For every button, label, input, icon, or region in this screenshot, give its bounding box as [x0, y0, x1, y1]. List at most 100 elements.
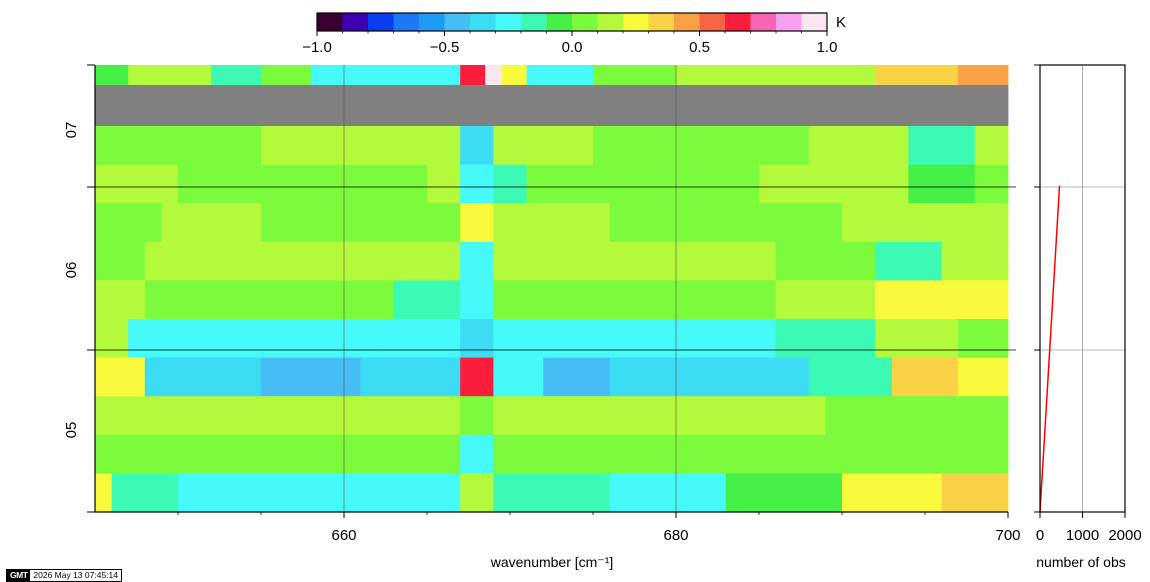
timestamp-text: 2026 May 13 07:45:14 — [30, 570, 121, 581]
heatmap-cell — [875, 280, 1009, 320]
obs-count-plot: 0 1000 2000 — [1034, 64, 1142, 544]
heatmap-cell — [609, 203, 776, 243]
heatmap-cell — [393, 280, 461, 320]
heatmap-cell — [460, 357, 494, 397]
colorbar-tick-label: 0.5 — [689, 39, 710, 56]
colorbar-swatch — [368, 13, 394, 31]
heatmap-cell — [593, 126, 810, 165]
heatmap-cell — [460, 434, 494, 474]
heatmap-cell — [310, 65, 395, 86]
heatmap-cell — [908, 164, 976, 204]
heatmap-cell — [493, 164, 527, 204]
colorbar-swatch — [342, 13, 369, 31]
colorbar-swatch — [521, 13, 547, 31]
heatmap-cell — [974, 164, 1009, 204]
heatmap-cell — [775, 280, 876, 320]
heatmap-cell — [493, 126, 594, 165]
heatmap-cell — [808, 126, 909, 165]
heatmap-cell — [161, 203, 262, 243]
heatmap-cell — [493, 280, 594, 320]
heatmap-cell — [377, 319, 461, 358]
heatmap-cell — [875, 241, 942, 281]
heatmap-cell — [875, 65, 959, 86]
heatmap-cell — [775, 319, 876, 358]
heatmap-cell — [593, 65, 677, 86]
heatmap-cell — [526, 65, 594, 86]
heatmap-cell — [593, 319, 776, 358]
heatmap-cell — [526, 164, 760, 204]
heatmap-cell — [95, 396, 278, 436]
heatmap-cell — [427, 164, 461, 204]
heatmap-cell — [460, 280, 494, 320]
colorbar-swatch — [393, 13, 420, 31]
colorbar-swatch — [444, 13, 471, 31]
heatmap-cell — [493, 203, 610, 243]
heatmap-plot — [95, 65, 1009, 513]
heatmap-cell — [261, 357, 361, 397]
heatmap-cell — [460, 164, 494, 204]
heatmap-cell — [825, 396, 909, 436]
colorbar-tick-label: −0.5 — [430, 39, 460, 56]
heatmap-cell — [941, 473, 1009, 513]
colorbar-swatch — [597, 13, 624, 31]
colorbar-swatch — [623, 13, 649, 31]
x-tick-label: 700 — [995, 527, 1020, 544]
gmt-timestamp-stamp: GMT 2026 May 13 07:45:14 — [6, 569, 122, 582]
heatmap-cell — [593, 280, 776, 320]
heatmap-cell — [759, 164, 909, 204]
obs-x-tick-label: 0 — [1036, 527, 1044, 544]
heatmap-cell — [460, 203, 494, 243]
heatmap-cell — [95, 319, 129, 358]
heatmap-cell — [958, 357, 1009, 397]
heatmap-cell — [725, 357, 810, 397]
heatmap-cell — [95, 126, 262, 165]
heatmap-gridlines — [87, 65, 1016, 512]
y-tick-label: 05 — [63, 422, 80, 439]
heatmap-cell — [725, 473, 843, 513]
heatmap-cell — [261, 319, 378, 358]
heatmap-cell — [261, 203, 461, 243]
y-tick-label: 07 — [63, 122, 80, 139]
x-tick-label: 680 — [663, 527, 688, 544]
heatmap-cell — [842, 473, 942, 513]
colorbar-swatch — [674, 13, 700, 31]
colorbar-tick-label: 1.0 — [817, 39, 838, 56]
heatmap-cell — [95, 241, 146, 281]
heatmap-cell — [460, 126, 494, 165]
heatmap-axes: 660 680 700 05 06 07 — [63, 64, 1021, 544]
colorbar-swatch — [776, 13, 802, 31]
heatmap-cell — [493, 434, 677, 474]
colorbar-tick-label: −1.0 — [302, 39, 332, 56]
heatmap-cell — [593, 241, 776, 281]
heatmap-cell — [493, 473, 610, 513]
heatmap-cell — [493, 357, 544, 397]
colorbar: −1.0 −0.5 0.0 0.5 1.0 — [302, 12, 838, 56]
heatmap-cell — [95, 85, 1009, 127]
heatmap-cell — [609, 357, 727, 397]
heatmap-cell — [144, 357, 262, 397]
heatmap-cell — [360, 357, 461, 397]
heatmap-cell — [211, 65, 262, 86]
colorbar-swatch — [495, 13, 522, 31]
heatmap-cell — [277, 396, 461, 436]
colorbar-swatch — [648, 13, 675, 31]
colorbar-swatch — [317, 13, 343, 31]
heatmap-cell — [493, 241, 594, 281]
heatmap-cell — [277, 280, 395, 320]
obs-x-tick-label: 2000 — [1108, 527, 1141, 544]
heatmap-cell — [161, 434, 461, 474]
gmt-logo: GMT — [7, 570, 31, 581]
heatmap-cell — [958, 65, 1009, 86]
heatmap-cell — [460, 319, 494, 358]
obs-x-axis-label: number of obs — [1036, 554, 1126, 570]
heatmap-cell — [261, 473, 461, 513]
heatmap-cell — [908, 396, 1009, 436]
colorbar-swatch — [572, 13, 598, 31]
heatmap-cell — [144, 280, 278, 320]
heatmap-cell — [95, 434, 162, 474]
heatmap-cell — [111, 473, 179, 513]
heatmap-cell — [891, 357, 959, 397]
colorbar-swatch — [699, 13, 726, 31]
heatmap-cell — [460, 396, 494, 436]
